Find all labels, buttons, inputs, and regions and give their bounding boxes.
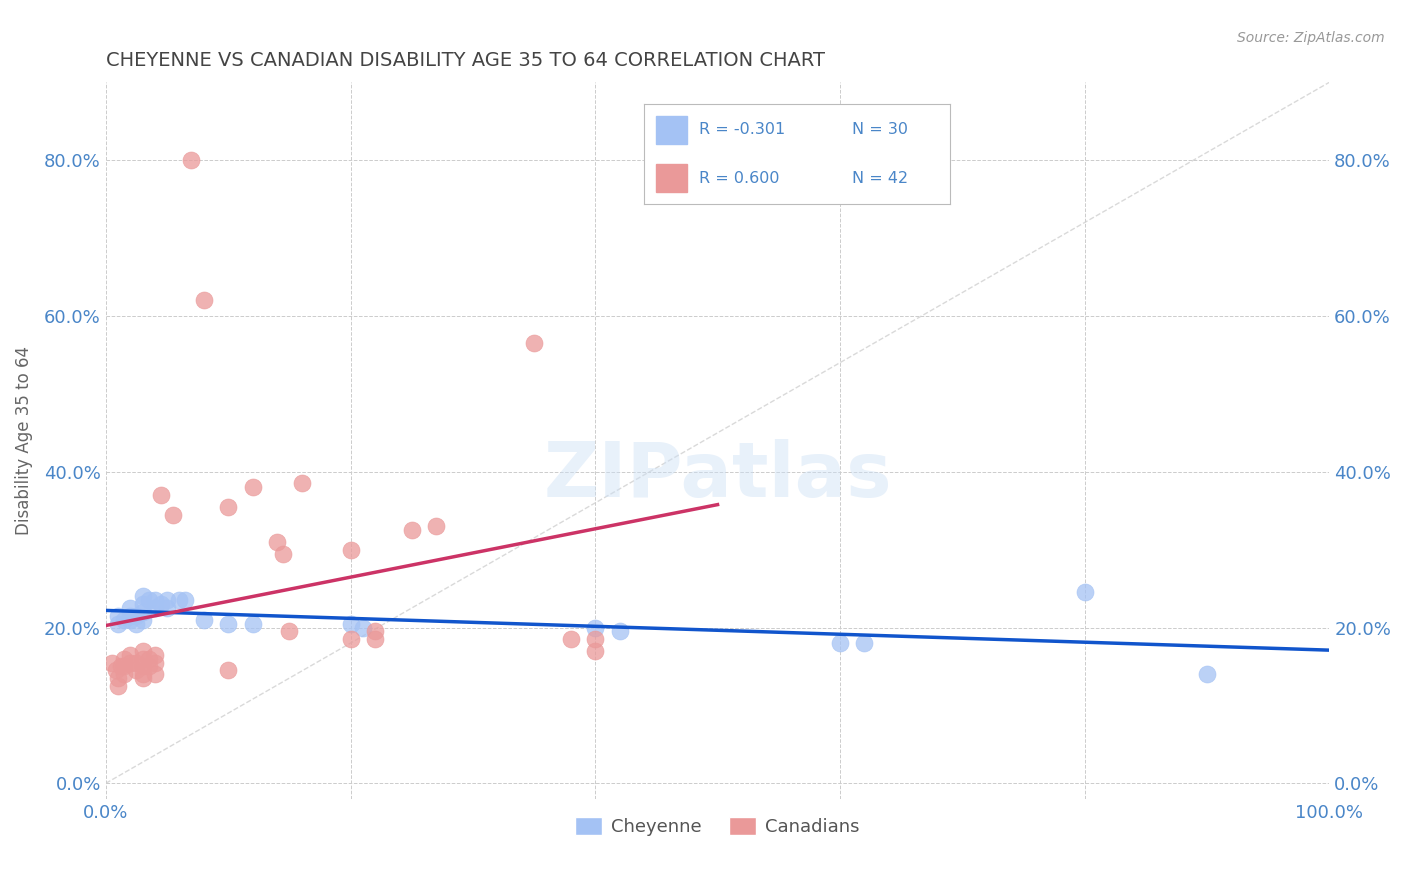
Point [352,620,374,634]
Point [107,616,129,631]
Point [217,616,239,631]
Point [266,534,288,549]
Point [583,620,606,634]
Point [120,601,142,615]
Point [523,336,546,351]
Point [1073,585,1095,599]
Point [112,667,135,681]
Point [149,597,172,611]
Point [853,636,876,650]
Point [583,632,606,647]
Point [131,651,153,665]
Point [560,632,582,647]
Legend: Cheyenne, Canadians: Cheyenne, Canadians [568,810,868,844]
Point [131,667,153,681]
Point [180,153,202,168]
Point [364,632,387,647]
Point [242,480,264,494]
Point [1195,667,1218,681]
Y-axis label: Disability Age 35 to 64: Disability Age 35 to 64 [15,346,32,535]
Point [339,616,361,631]
Point [193,293,215,308]
Point [291,476,314,491]
Point [138,659,160,673]
Point [609,624,631,639]
Point [101,656,124,670]
Point [107,608,129,623]
Point [131,644,153,658]
Point [339,632,361,647]
Point [125,608,148,623]
Point [125,616,148,631]
Point [104,663,127,677]
Point [193,613,215,627]
Point [401,523,423,537]
Point [217,500,239,514]
Point [143,601,166,615]
Point [156,601,179,615]
Point [143,667,166,681]
Point [143,648,166,662]
Point [120,656,142,670]
Point [120,613,142,627]
Point [131,659,153,673]
Point [125,663,148,677]
Point [107,679,129,693]
Point [131,590,153,604]
Point [149,488,172,502]
Point [112,651,135,665]
Point [425,519,447,533]
Point [131,613,153,627]
Point [364,624,387,639]
Point [217,663,239,677]
Point [339,542,361,557]
Text: ZIPatlas: ZIPatlas [543,440,891,514]
Text: Source: ZipAtlas.com: Source: ZipAtlas.com [1237,31,1385,45]
Point [242,616,264,631]
Point [138,593,160,607]
Point [156,593,179,607]
Point [143,656,166,670]
Point [278,624,301,639]
Point [125,656,148,670]
Point [167,593,190,607]
Point [131,597,153,611]
Point [162,508,184,522]
Point [110,659,132,673]
Point [120,648,142,662]
Point [131,605,153,619]
Point [120,608,142,623]
Point [271,547,294,561]
Point [143,593,166,607]
Point [174,593,197,607]
Point [107,671,129,685]
Text: CHEYENNE VS CANADIAN DISABILITY AGE 35 TO 64 CORRELATION CHART: CHEYENNE VS CANADIAN DISABILITY AGE 35 T… [105,51,825,70]
Point [112,613,135,627]
Point [583,644,606,658]
Point [131,671,153,685]
Point [112,659,135,673]
Point [138,651,160,665]
Point [828,636,851,650]
